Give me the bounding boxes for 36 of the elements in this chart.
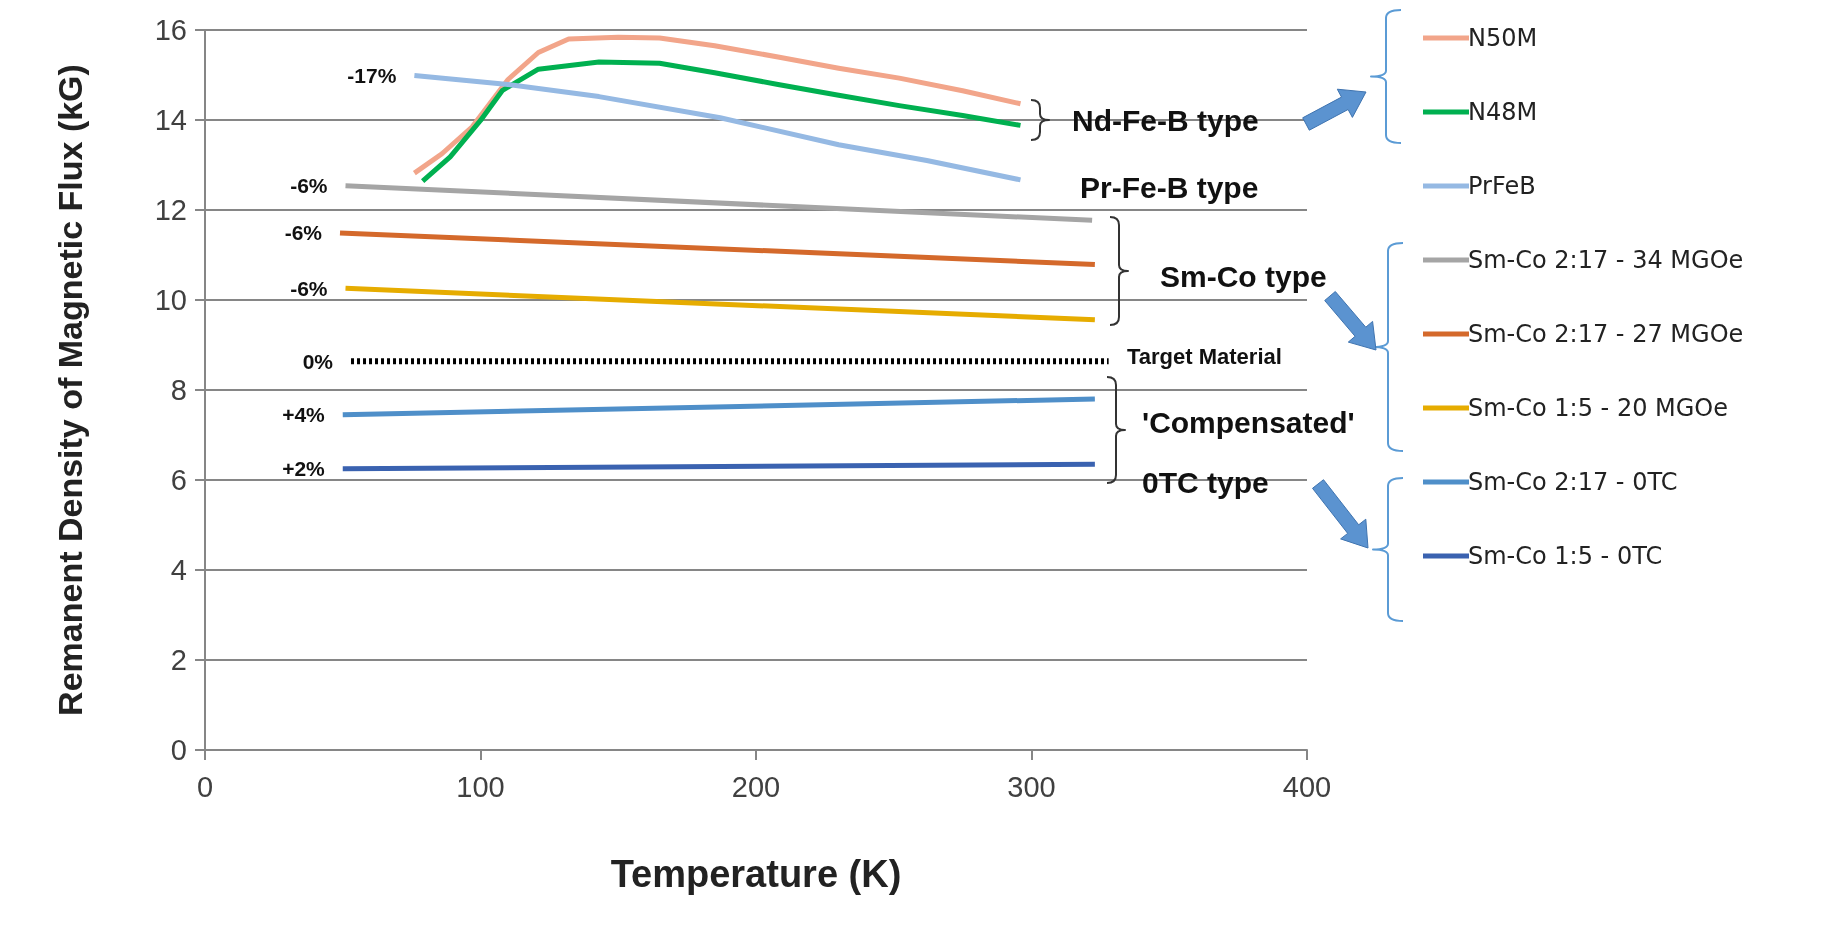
annotation: Target Material [1127,343,1282,369]
annotation: -17% [347,63,397,87]
legend-label: Sm-Co 2:17 - 0TC [1468,468,1678,496]
annotation: +4% [282,403,326,427]
x-tick-label: 300 [1007,770,1056,803]
legend-label: PrFeB [1468,172,1536,200]
legend-label: N50M [1468,24,1538,52]
annotation: -6% [284,221,323,245]
x-tick-label: 0 [196,770,214,803]
annotation: 'Compensated' 0TC type [1142,405,1355,499]
legend-label: N48M [1468,98,1538,126]
y-tick-label: 8 [170,374,187,406]
annotation: 0% [302,349,334,373]
y-tick-label: 2 [170,644,187,676]
x-axis-title: Temperature (K) [610,853,902,895]
annotation: Nd-Fe-B type [1072,103,1259,137]
legend-label: Sm-Co 2:17 - 27 MGOe [1468,320,1744,348]
y-tick-label: 14 [154,104,187,136]
legend-label: Sm-Co 1:5 - 20 MGOe [1468,394,1729,422]
annotation: +2% [282,457,326,481]
y-tick-label: 6 [170,464,187,496]
annotation: -6% [290,174,328,198]
annotation: Pr-Fe-B type [1080,170,1259,204]
legend-label: Sm-Co 2:17 - 34 MGOe [1468,246,1744,274]
legend-label: Sm-Co 1:5 - 0TC [1468,542,1663,570]
y-axis-title: Remanent Density of Magnetic Flux (kG) [51,64,89,716]
y-tick-label: 0 [170,734,187,766]
y-tick-label: 4 [170,554,187,586]
x-tick-label: 100 [456,770,505,803]
annotation: -6% [290,276,328,300]
annotation: Sm-Co type [1160,259,1327,293]
x-tick-label: 400 [1282,770,1332,803]
x-tick-label: 200 [731,770,781,803]
y-tick-label: 12 [154,194,187,226]
y-tick-label: 16 [154,14,187,46]
y-tick-label: 10 [154,284,187,316]
